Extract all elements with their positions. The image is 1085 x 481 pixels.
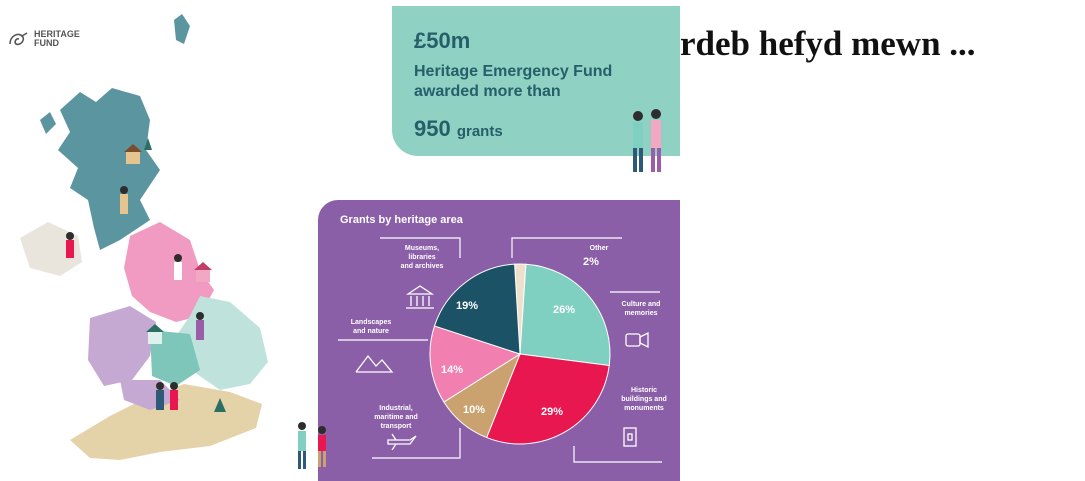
pct-landscapes: 14% (441, 364, 464, 376)
pie-slice-landscapes-and-nature (429, 325, 522, 403)
leader-historic (573, 446, 662, 463)
uk-map-illustration (20, 14, 268, 460)
heritage-fund-logo-icon (9, 32, 28, 46)
label-culture-line1: Culture and (621, 301, 661, 308)
pct-culture: 26% (553, 304, 576, 316)
label-historic-line1: Historic (630, 387, 658, 394)
grants-unit: grants (456, 123, 503, 140)
label-landscapes: Landscapes and nature (342, 318, 400, 336)
mountain-icon (355, 354, 394, 373)
pie-slice-museums-libraries-and-archives (433, 263, 521, 355)
grants-count: 950 grants (414, 116, 503, 142)
leader-industrial (372, 428, 461, 459)
label-industrial-line3: transport (380, 423, 412, 430)
heritage-fund-logo: HERITAGE FUND (8, 30, 80, 48)
fund-description-line2: awarded more than (414, 83, 561, 100)
camera-icon (625, 331, 649, 349)
label-museums-line1: Museums, (404, 245, 440, 252)
pct-historic: 29% (541, 406, 564, 418)
label-museums-line2: libraries (408, 254, 436, 261)
label-landscapes-line2: and nature (353, 328, 389, 335)
label-historic-line2: buildings and (621, 396, 667, 403)
grants-number: 950 (414, 116, 451, 141)
label-culture: Culture and memories (610, 300, 672, 318)
fund-description: Heritage Emergency Fund awarded more tha… (414, 62, 684, 102)
label-historic-line3: monuments (624, 405, 664, 412)
headline: rdeb hefyd mewn ... (680, 24, 976, 63)
logo-line1: HERITAGE (34, 29, 80, 39)
walking-couple-illustration (633, 109, 661, 172)
family-illustration (298, 422, 326, 469)
label-other: Other (589, 245, 609, 252)
label-historic: Historic buildings and monuments (612, 386, 676, 413)
plane-icon (387, 433, 417, 451)
label-industrial: Industrial, maritime and transport (364, 404, 428, 431)
label-culture-line2: memories (624, 310, 658, 317)
pct-museums: 19% (456, 300, 479, 312)
building-icon (623, 427, 637, 447)
label-museums: Museums, libraries and archives (384, 244, 460, 271)
label-industrial-line1: Industrial, (379, 405, 413, 412)
chart-title: Grants by heritage area (340, 214, 463, 226)
label-industrial-line2: maritime and (374, 414, 418, 421)
logo-line2: FUND (34, 38, 59, 48)
leader-museums (380, 237, 461, 258)
pct-other: 2% (583, 256, 599, 268)
emergency-fund-card (392, 6, 680, 156)
pie-slice-historic-buildings-and-monuments (485, 353, 610, 445)
pct-industrial: 10% (463, 404, 486, 416)
leader-other (511, 237, 622, 258)
pie-slice-culture-and-memories (519, 263, 611, 367)
label-museums-line3: and archives (400, 263, 444, 270)
fund-amount: £50m (414, 28, 471, 53)
museum-icon (405, 285, 435, 309)
fund-description-line1: Heritage Emergency Fund (414, 63, 613, 80)
label-landscapes-line1: Landscapes (350, 319, 392, 326)
